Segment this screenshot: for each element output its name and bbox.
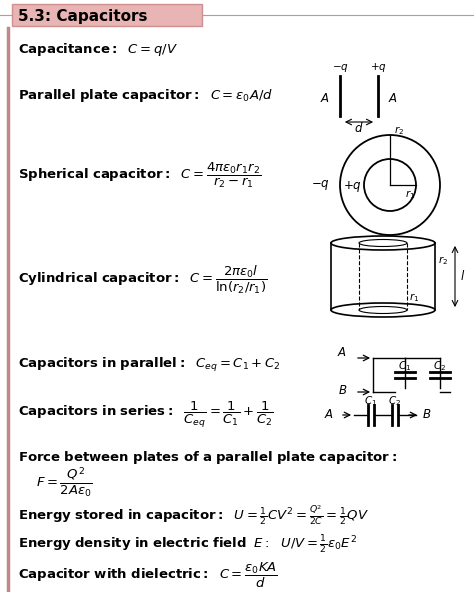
Text: $-q$: $-q$ [310, 178, 329, 192]
Text: $\mathbf{Cylindrical\ capacitor:}$  $C = \dfrac{2\pi\epsilon_0 l}{\ln(r_2/r_1)}$: $\mathbf{Cylindrical\ capacitor:}$ $C = … [18, 264, 267, 296]
Text: $A$: $A$ [324, 408, 334, 422]
FancyBboxPatch shape [12, 4, 202, 26]
Text: $\mathbf{Spherical\ capacitor:}$  $C = \dfrac{4\pi\epsilon_0 r_1 r_2}{r_2-r_1}$: $\mathbf{Spherical\ capacitor:}$ $C = \d… [18, 160, 261, 189]
Text: $\mathbf{Parallel\ plate\ capacitor:}$  $C = \epsilon_0 A/d$: $\mathbf{Parallel\ plate\ capacitor:}$ $… [18, 86, 273, 104]
Text: $\mathbf{Capacitors\ in\ series:}$  $\dfrac{1}{C_{eq}} = \dfrac{1}{C_1} + \dfrac: $\mathbf{Capacitors\ in\ series:}$ $\dfr… [18, 400, 273, 430]
Text: $r_1$: $r_1$ [409, 292, 419, 304]
Text: $B$: $B$ [422, 408, 431, 422]
Text: $\mathbf{Energy\ density\ in\ electric\ field}$  $E{:}$  $U/V = \frac{1}{2}\epsi: $\mathbf{Energy\ density\ in\ electric\ … [18, 534, 357, 556]
Text: $\mathbf{Force\ between\ plates\ of\ a\ parallel\ plate\ capacitor:}$: $\mathbf{Force\ between\ plates\ of\ a\ … [18, 449, 397, 466]
Text: $C_1$: $C_1$ [365, 394, 378, 408]
Text: $C_2$: $C_2$ [389, 394, 401, 408]
Text: $+q$: $+q$ [343, 179, 362, 195]
Text: $\mathbf{Energy\ stored\ in\ capacitor:}$  $U = \frac{1}{2}CV^2 = \frac{Q^2}{2C}: $\mathbf{Energy\ stored\ in\ capacitor:}… [18, 503, 369, 527]
Text: $-q$: $-q$ [331, 62, 348, 74]
Text: 5.3: Capacitors: 5.3: Capacitors [18, 8, 147, 24]
Text: $r_2$: $r_2$ [438, 255, 448, 268]
Text: $\mathbf{Capacitance:}$  $C = q/V$: $\mathbf{Capacitance:}$ $C = q/V$ [18, 41, 178, 59]
Text: $F = \dfrac{Q^2}{2A\epsilon_0}$: $F = \dfrac{Q^2}{2A\epsilon_0}$ [36, 465, 93, 499]
Text: $\mathbf{Capacitor\ with\ dielectric:}$  $C = \dfrac{\epsilon_0 K A}{d}$: $\mathbf{Capacitor\ with\ dielectric:}$ … [18, 561, 278, 590]
Text: $B$: $B$ [337, 384, 347, 397]
Text: $r_2$: $r_2$ [394, 124, 404, 137]
Text: $l$: $l$ [460, 269, 465, 284]
Text: $A$: $A$ [337, 346, 347, 359]
Text: $A$: $A$ [388, 92, 398, 105]
Text: $C_2$: $C_2$ [433, 359, 447, 373]
Text: $A$: $A$ [320, 92, 330, 105]
Text: $C_1$: $C_1$ [398, 359, 411, 373]
Text: $r_1$: $r_1$ [405, 189, 415, 201]
Text: $d$: $d$ [354, 121, 364, 135]
Text: $+q$: $+q$ [370, 62, 386, 75]
Text: $\mathbf{Capacitors\ in\ parallel:}$  $C_{eq} = C_1 + C_2$: $\mathbf{Capacitors\ in\ parallel:}$ $C_… [18, 356, 281, 374]
